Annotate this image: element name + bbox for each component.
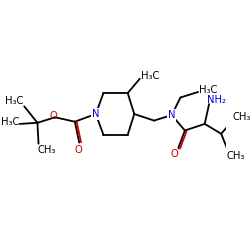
Text: NH₂: NH₂: [207, 95, 226, 105]
Text: H₃C: H₃C: [199, 85, 217, 95]
Text: CH₃: CH₃: [226, 151, 245, 161]
Text: CH₃: CH₃: [233, 112, 250, 122]
Text: N: N: [92, 109, 100, 119]
Text: H₃C: H₃C: [2, 117, 20, 127]
Text: O: O: [170, 148, 178, 158]
Text: N: N: [168, 110, 175, 120]
Text: CH₃: CH₃: [37, 145, 56, 155]
Text: O: O: [50, 110, 57, 120]
Text: O: O: [74, 145, 82, 155]
Text: H₃C: H₃C: [5, 96, 24, 106]
Text: H₃C: H₃C: [141, 71, 160, 81]
